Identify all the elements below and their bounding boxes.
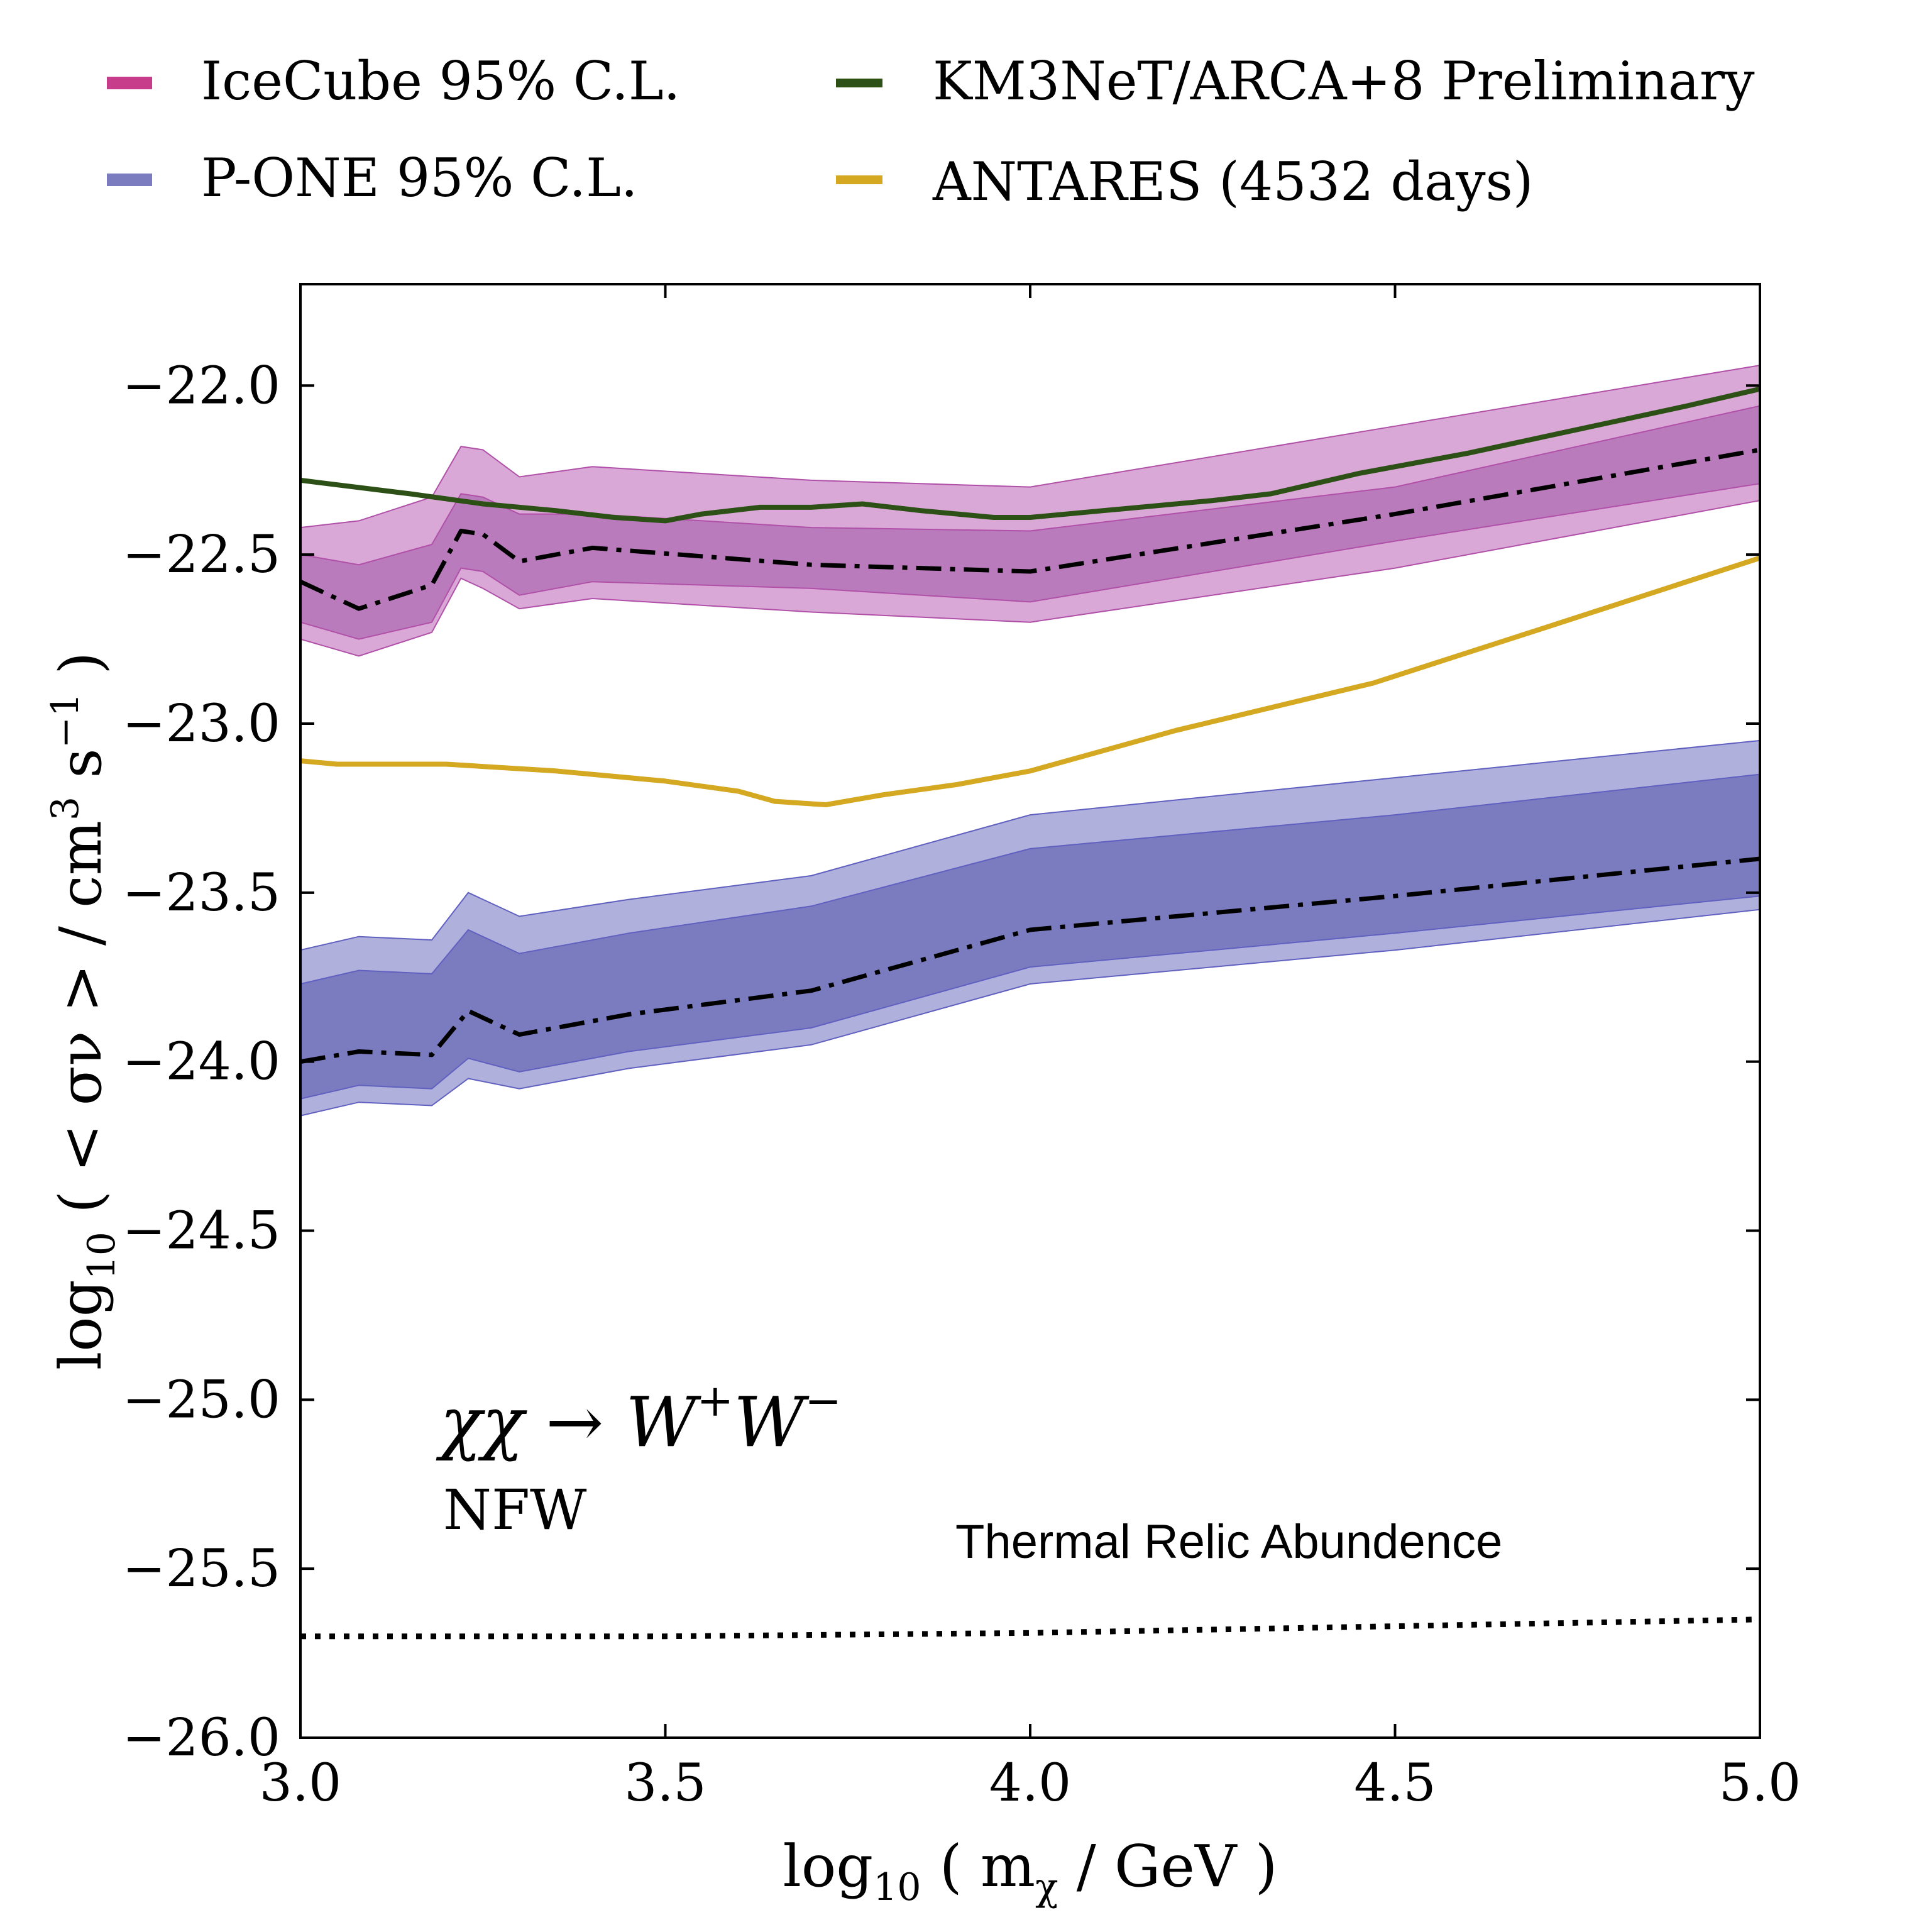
legend-swatch-pone — [107, 174, 152, 186]
x-tick-label: 5.0 — [1719, 1753, 1801, 1813]
y-axis-label: log10 ( < σν > / cm3 s−1 ) — [43, 652, 124, 1370]
x-label-chi-sub: χ — [1035, 1865, 1058, 1909]
legend-label-pone: P-ONE 95% C.L. — [201, 147, 638, 209]
km3net-arca-8-preliminary-line — [300, 386, 1760, 524]
y-tick-label: −24.5 — [123, 1201, 280, 1261]
legend: IceCube 95% C.L. P-ONE 95% C.L. KM3NeT/A… — [107, 50, 1755, 213]
x-label-log: log — [783, 1833, 873, 1900]
antares-4532-days--line — [300, 555, 1760, 807]
y-label-inverse: −1 — [43, 693, 87, 748]
y-tick-label: −25.5 — [123, 1539, 280, 1599]
x-label-log-sub: 10 — [873, 1865, 921, 1909]
legend-label-antares: ANTARES (4532 days) — [932, 151, 1534, 213]
plot-area — [300, 364, 1760, 1640]
legend-entry-pone: P-ONE 95% C.L. — [107, 147, 638, 209]
y-label-log-sub: 10 — [80, 1232, 124, 1279]
x-label-mass: ( m — [921, 1833, 1036, 1900]
x-tick-label: 3.0 — [260, 1753, 341, 1813]
axis-ticks: 3.0 3.5 4.0 4.5 5.0 −26.0 −25.5 −25.0 −24.5 −24.0… — [123, 284, 1801, 1813]
channel-annotation: χχ → W+W− — [436, 1375, 842, 1462]
y-label-cube: 3 — [43, 797, 87, 820]
legend-entry-km3net: KM3NeT/ARCA+8 Preliminary — [836, 50, 1755, 112]
y-tick-label: −23.0 — [123, 694, 280, 754]
y-tick-label: −22.0 — [123, 356, 280, 416]
legend-label-km3net: KM3NeT/ARCA+8 Preliminary — [933, 50, 1755, 112]
x-label-unit: / GeV ) — [1058, 1833, 1278, 1900]
x-tick-label: 4.0 — [989, 1753, 1071, 1813]
x-axis-label: log10 ( mχ / GeV ) — [783, 1833, 1277, 1909]
p-one-median-line — [300, 856, 1760, 1064]
p-one-inner-band — [300, 773, 1760, 1100]
legend-entry-antares: ANTARES (4532 days) — [836, 151, 1534, 213]
channel-plus: + — [696, 1375, 734, 1427]
icecube-inner-band — [300, 405, 1760, 640]
y-label-log: log — [47, 1279, 114, 1370]
profile-annotation: NFW — [443, 1477, 587, 1542]
y-label-seconds: s — [47, 748, 114, 796]
channel-text: χχ → W — [436, 1382, 701, 1462]
channel-w: W — [734, 1382, 810, 1462]
channel-minus: − — [805, 1375, 842, 1427]
y-label-cross-section: ( < σν > / cm — [47, 820, 114, 1232]
legend-label-icecube: IceCube 95% C.L. — [201, 50, 680, 112]
y-tick-label: −24.0 — [123, 1032, 280, 1092]
y-tick-label: −26.0 — [123, 1708, 280, 1768]
x-tick-label: 3.5 — [624, 1753, 706, 1813]
icecube-median-line — [300, 448, 1760, 611]
y-label-close: ) — [47, 652, 114, 693]
legend-swatch-icecube — [107, 77, 152, 89]
thermal-relic-label: Thermal Relic Abundence — [955, 1515, 1502, 1569]
y-tick-label: −23.5 — [123, 863, 280, 923]
y-tick-label: −22.5 — [123, 525, 280, 585]
thermal-relic-abundence-line — [300, 1616, 1760, 1640]
y-tick-label: −25.0 — [123, 1370, 280, 1430]
legend-entry-icecube: IceCube 95% C.L. — [107, 50, 680, 112]
x-tick-label: 4.5 — [1354, 1753, 1436, 1813]
